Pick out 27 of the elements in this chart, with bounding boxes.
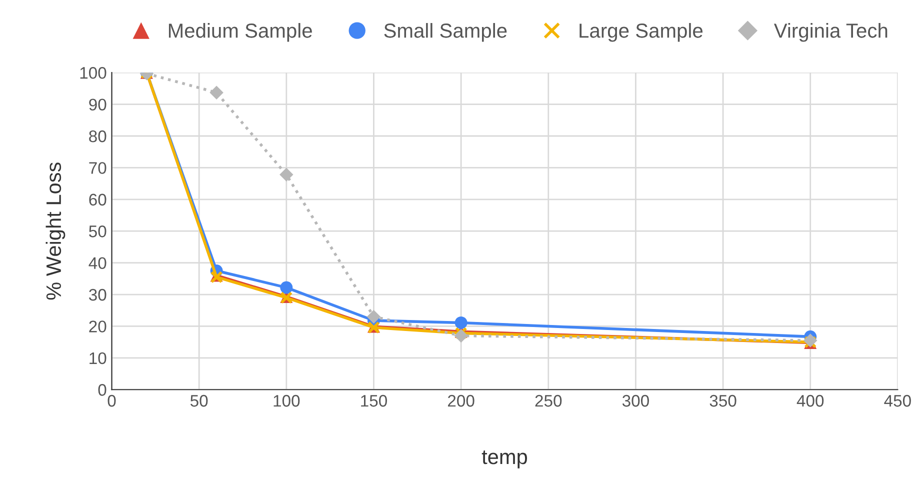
y-tick-label: 100	[80, 67, 106, 79]
y-axis-title: % Weight Loss	[46, 162, 66, 300]
y-tick-label: 90	[89, 98, 106, 111]
y-tick-label: 30	[88, 288, 106, 301]
x-tick-label: 50	[190, 394, 208, 407]
x-tick-label: 150	[361, 394, 387, 407]
y-tick-label: 70	[89, 162, 106, 174]
y-tick-label: 50	[89, 226, 106, 238]
x-tick-label: 400	[796, 394, 824, 407]
y-tick-label: 40	[88, 257, 106, 270]
legend-label: Large Sample	[580, 23, 702, 42]
x-tick-label: 300	[622, 394, 649, 407]
x-tick-label: 350	[710, 394, 736, 407]
legend-label: Virginia Tech	[774, 23, 888, 42]
y-tick-label: 60	[89, 194, 106, 206]
y-tick-label: 10	[90, 352, 106, 364]
legend-label: Small Sample	[384, 23, 507, 42]
x-tick-label: 250	[535, 394, 562, 407]
y-tick-label: 80	[89, 130, 106, 142]
y-tick-label: 20	[89, 320, 106, 332]
x-tick-label: 200	[448, 394, 474, 407]
legend-label: Medium Sample	[168, 23, 312, 42]
x-tick-label: 450	[884, 394, 911, 407]
x-axis-title: temp	[482, 450, 527, 468]
x-tick-label: 0	[108, 394, 116, 407]
y-tick-label: 0	[98, 384, 106, 396]
x-tick-label: 100	[274, 394, 300, 407]
